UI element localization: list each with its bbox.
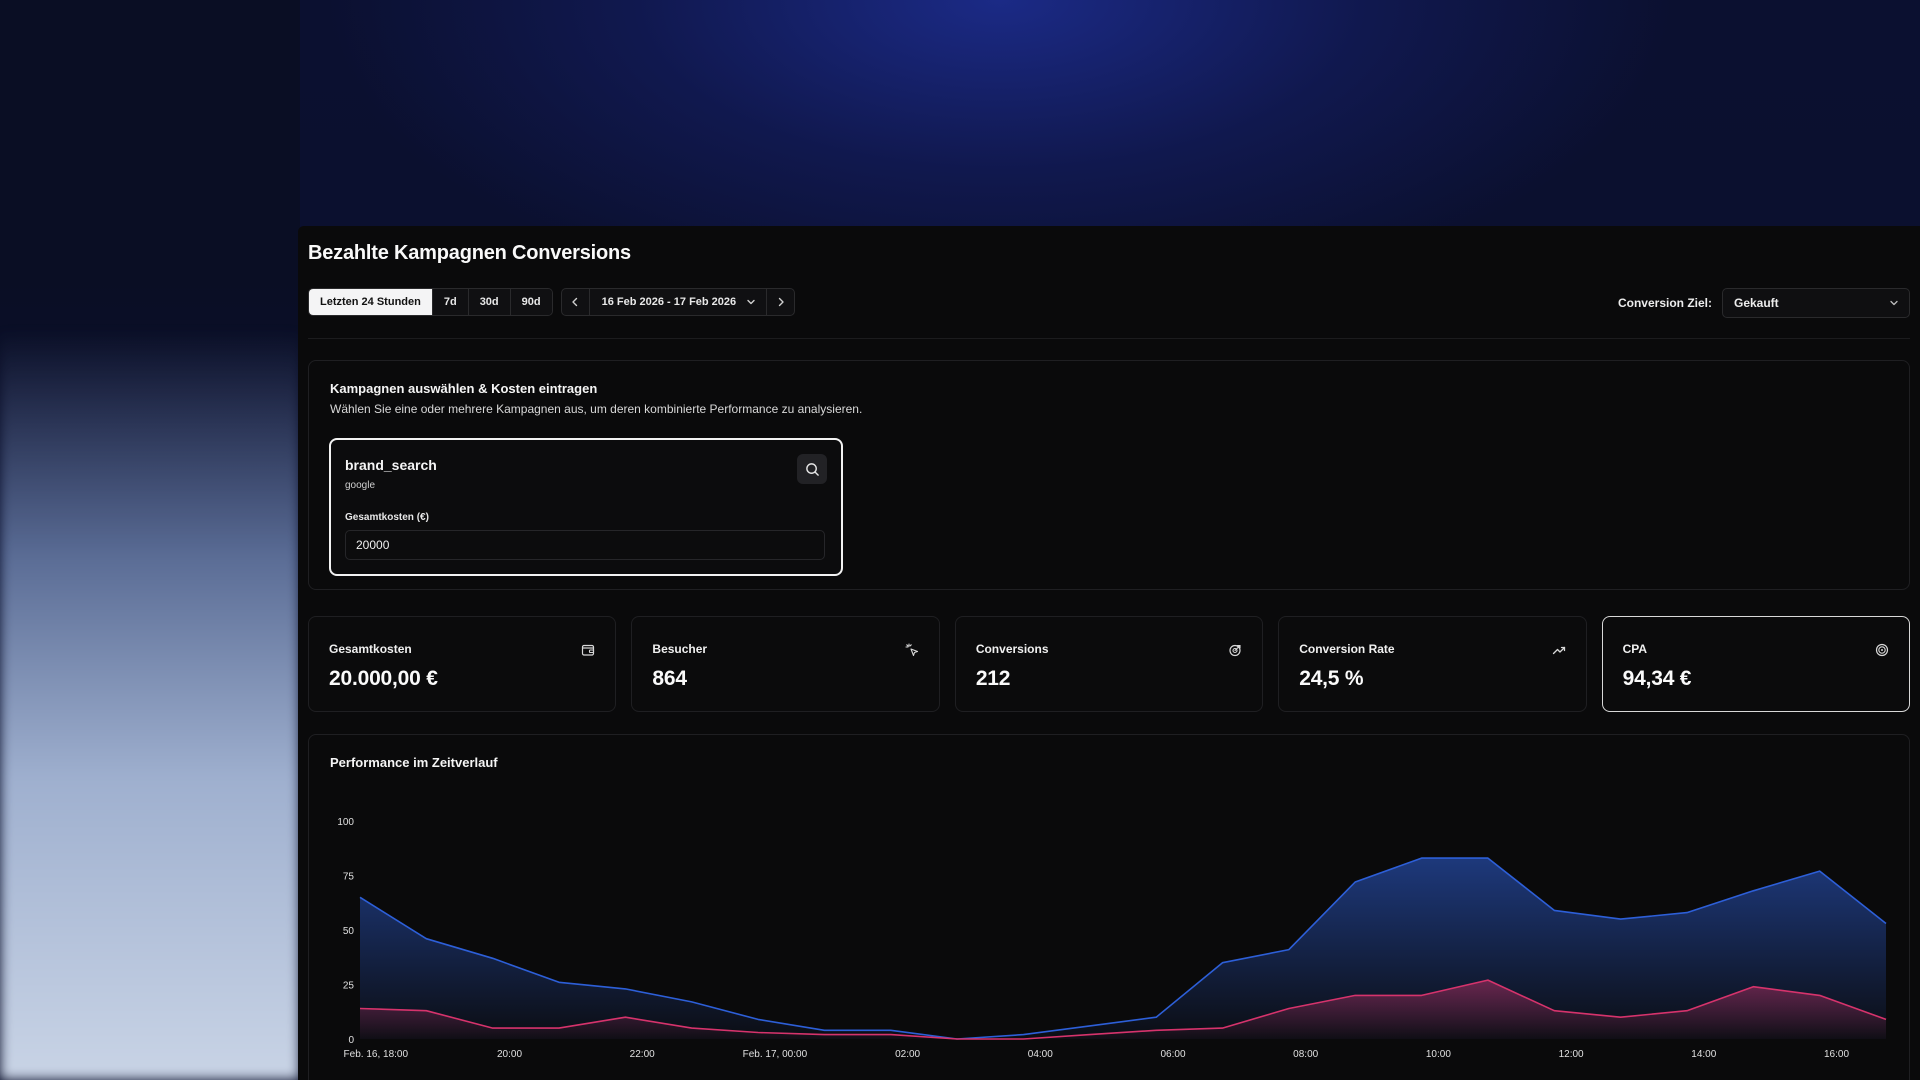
kpi-card-total-cost[interactable]: Gesamtkosten 20.000,00 € [308, 616, 617, 712]
x-tick-label: Feb. 17, 00:00 [743, 1049, 808, 1060]
x-tick-label: 10:00 [1426, 1049, 1451, 1060]
campaign-source: google [345, 480, 376, 491]
campaign-cost-label: Gesamtkosten (€) [345, 512, 429, 523]
kpi-label: CPA [1622, 642, 1648, 656]
x-tick-label: 02:00 [895, 1049, 920, 1060]
target-arrow-icon [1229, 644, 1241, 657]
y-tick-label: 100 [337, 817, 354, 828]
header-divider [308, 338, 1910, 339]
kpi-value: 94,34 € [1622, 667, 1692, 690]
date-toolbar: Letzten 24 Stunden 7d 30d 90d 16 Feb 202… [308, 288, 796, 316]
page-title: Bezahlte Kampagnen Conversions [308, 242, 631, 264]
kpi-card-visitors[interactable]: Besucher 864 [631, 616, 940, 712]
performance-chart-panel: Performance im Zeitverlauf 0 25 50 75 100 Feb… [308, 734, 1910, 1080]
range-button-30d[interactable]: 30d [467, 289, 510, 315]
kpi-row: Gesamtkosten 20.000,00 € Besucher 864 Co… [308, 616, 1911, 712]
campaign-selection-panel: Kampagnen auswählen & Kosten eintragen W… [308, 360, 1910, 590]
search-icon [805, 462, 819, 476]
kpi-label: Conversions [975, 642, 1049, 656]
y-tick-label: 75 [343, 872, 355, 883]
kpi-label: Gesamtkosten [329, 642, 412, 656]
kpi-value: 212 [975, 667, 1011, 690]
x-tick-label: 20:00 [497, 1049, 522, 1060]
kpi-value: 20.000,00 € [329, 667, 438, 690]
x-tick-label: 04:00 [1028, 1049, 1053, 1060]
wallet-icon [582, 644, 595, 656]
x-tick-label: 08:00 [1293, 1049, 1318, 1060]
target-icon [1875, 643, 1889, 657]
cursor-click-icon [905, 643, 918, 657]
campaign-card[interactable]: brand_search google Gesamtkosten (€) [329, 438, 843, 576]
x-tick-label: Feb. 16, 18:00 [344, 1049, 409, 1060]
app-window: Bezahlte Kampagnen Conversions Letzten 2… [298, 226, 1920, 1080]
x-tick-label: 12:00 [1559, 1049, 1584, 1060]
background-left-glow [0, 330, 300, 1080]
conversion-goal-select[interactable]: Gekauft [1722, 288, 1910, 318]
date-range-text: 16 Feb 2026 - 17 Feb 2026 [601, 296, 737, 308]
range-segmented-control: Letzten 24 Stunden 7d 30d 90d [308, 288, 553, 316]
kpi-label: Besucher [652, 642, 708, 656]
trending-up-icon [1552, 646, 1565, 655]
kpi-value: 24,5 % [1299, 667, 1364, 690]
range-button-7d[interactable]: 7d [431, 289, 468, 315]
chart-title: Performance im Zeitverlauf [330, 755, 498, 770]
x-tick-label: 16:00 [1824, 1049, 1849, 1060]
campaign-panel-title: Kampagnen auswählen & Kosten eintragen [330, 381, 598, 396]
campaign-cost-input[interactable] [345, 530, 825, 560]
x-tick-label: 22:00 [630, 1049, 655, 1060]
chevron-down-icon [747, 299, 755, 305]
next-period-button[interactable] [766, 289, 794, 315]
kpi-label: Conversion Rate [1299, 642, 1395, 656]
chevron-down-icon [1890, 300, 1898, 306]
range-button-24h[interactable]: Letzten 24 Stunden [309, 289, 432, 315]
conversion-goal-label: Conversion Ziel: [1617, 296, 1712, 310]
y-tick-label: 25 [343, 981, 355, 992]
kpi-value: 864 [652, 667, 687, 690]
x-tick-label: 14:00 [1691, 1049, 1716, 1060]
series-line-1 [359, 979, 1887, 1040]
chevron-left-icon [572, 297, 578, 307]
chevron-right-icon [778, 297, 784, 307]
prev-period-button[interactable] [562, 289, 590, 315]
campaign-search-button[interactable] [797, 454, 827, 484]
range-button-90d[interactable]: 90d [509, 289, 552, 315]
series-area-1 [360, 980, 1886, 1039]
campaign-panel-subtitle: Wählen Sie eine oder mehrere Kampagnen a… [330, 402, 863, 416]
y-tick-label: 50 [343, 926, 355, 937]
x-tick-label: 06:00 [1160, 1049, 1185, 1060]
kpi-card-conversion-rate[interactable]: Conversion Rate 24,5 % [1278, 616, 1587, 712]
y-tick-label: 0 [348, 1035, 354, 1046]
conversion-goal-value: Gekauft [1734, 296, 1779, 310]
kpi-card-conversions[interactable]: Conversions 212 [954, 616, 1264, 712]
campaign-name: brand_search [345, 457, 437, 473]
conversion-goal: Conversion Ziel: Gekauft [1618, 288, 1910, 318]
series-line-0 [359, 857, 1887, 1040]
kpi-card-cpa[interactable]: CPA 94,34 € [1601, 616, 1911, 712]
date-range-dropdown[interactable]: 16 Feb 2026 - 17 Feb 2026 [590, 289, 767, 315]
series-area-0 [360, 858, 1886, 1039]
performance-chart: 0 25 50 75 100 Feb. 16, 18:00 20:00 22:00 Feb. 1… [337, 817, 1887, 1060]
date-range-picker: 16 Feb 2026 - 17 Feb 2026 [560, 288, 796, 316]
